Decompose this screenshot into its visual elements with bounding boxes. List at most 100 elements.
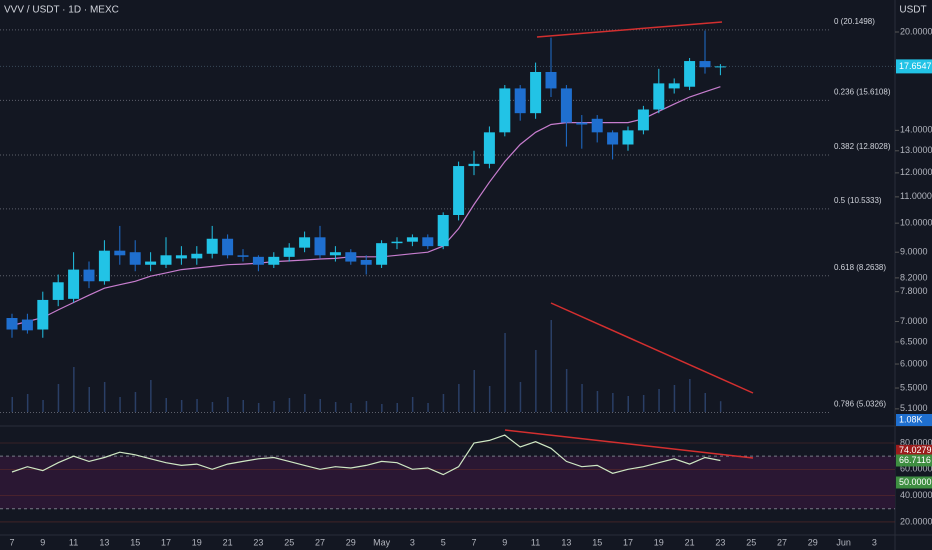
candle-body (160, 255, 172, 265)
candle-body (252, 256, 264, 265)
rsi-tick-label: 80.0000 (900, 437, 932, 447)
y-tick-label: 10.0000 (900, 218, 932, 228)
volume-bar (719, 401, 722, 412)
volume-bar (273, 401, 275, 412)
rsi-badge (896, 444, 932, 457)
candle-body (422, 237, 434, 247)
trendline (550, 302, 754, 394)
candle-body (191, 253, 203, 259)
volume-bar (119, 397, 121, 412)
candle-body (98, 250, 110, 282)
candle-body (6, 317, 18, 330)
volume-badge (896, 414, 932, 426)
candle-body (684, 61, 696, 87)
volume-bar (365, 401, 368, 412)
y-tick-label: 14.0000 (900, 125, 932, 135)
rsi-band (0, 456, 895, 509)
y-tick-label: 11.0000 (900, 191, 932, 201)
volume-bar (257, 403, 260, 412)
candle-body (299, 237, 311, 248)
volume-bar (11, 397, 13, 412)
rsi-tick-label: 40.0000 (900, 490, 932, 500)
y-tick-label: 6.5000 (900, 336, 928, 346)
volume-bar (689, 379, 691, 412)
plot: 20.0000 14.0000 13.0000 12.0000 11.0000 10.00… (0, 17, 932, 547)
x-tick-label: Jun (836, 537, 851, 547)
volume-bar (103, 382, 106, 412)
candle-body (21, 319, 33, 331)
trendline (504, 429, 754, 459)
volume-bar (565, 369, 568, 412)
volume-bar (673, 385, 676, 412)
candle-body (345, 252, 357, 262)
candle-body (37, 299, 49, 330)
last-price-label: 17.6547 (899, 61, 932, 71)
volume-bar (334, 402, 337, 412)
rsi-badge-label: 50.0000 (899, 477, 932, 487)
rsi-badge-label: 74.0279 (899, 445, 932, 455)
candle-body (499, 88, 511, 133)
rsi-line (11, 434, 721, 476)
volume-bar (596, 391, 599, 412)
y-tick-label: 8.2000 (900, 272, 928, 282)
candle-body (637, 109, 649, 131)
volume-bar (473, 370, 475, 412)
volume-bar (150, 380, 152, 412)
volume-bar (319, 399, 321, 412)
rsi-badge (896, 476, 932, 489)
volume-label: 1.08K (899, 414, 923, 424)
x-tick-label: 17 (623, 537, 633, 547)
candle-body (545, 71, 557, 89)
fib-label: 0.5 (10.5333) (834, 196, 882, 205)
candle-body (129, 252, 141, 265)
x-tick-label: 25 (746, 537, 756, 547)
candle-body (114, 250, 126, 256)
volume-bar (519, 382, 522, 412)
volume-bar (288, 398, 291, 412)
fib-label: 0.786 (5.0326) (834, 400, 886, 409)
y-tick-label: 13.0000 (900, 145, 932, 155)
volume-bar (26, 394, 29, 412)
last-price-badge (896, 59, 932, 74)
volume-bar (381, 404, 383, 412)
x-tick-label: 11 (69, 537, 78, 547)
x-tick-label: 27 (777, 537, 787, 547)
volume-bar (165, 398, 167, 412)
fib-label: 0.382 (12.8028) (834, 142, 891, 151)
volume-bar (427, 403, 429, 412)
rsi-badge (896, 454, 932, 467)
candle-body (175, 255, 187, 259)
x-tick-label: 7 (471, 537, 476, 547)
volume-bar (550, 320, 552, 412)
x-tick-label: 3 (872, 537, 877, 547)
candle-body (607, 132, 619, 145)
volume-bar (504, 333, 506, 412)
x-tick-label: 27 (315, 537, 325, 547)
y-tick-label: 5.5000 (900, 382, 928, 392)
volume-bar (304, 394, 306, 412)
candle-body (206, 238, 218, 254)
x-tick-label: 23 (253, 537, 263, 547)
candle-body (576, 122, 588, 125)
volume-bar (627, 396, 629, 412)
rsi-badge-label: 66.7116 (899, 455, 931, 465)
candle-body (437, 215, 449, 247)
candle-body (514, 88, 526, 114)
y-tick-label: 6.0000 (900, 358, 928, 368)
volume-bar (642, 395, 645, 412)
x-tick-label: 13 (99, 537, 109, 547)
candle-body (699, 61, 711, 68)
candle-body (283, 247, 295, 257)
candle-body (314, 237, 326, 256)
candle-body (530, 71, 542, 114)
candle-body (329, 252, 341, 256)
chart-title: VVV / USDT · 1D · MEXC (4, 5, 119, 16)
x-tick-label: 19 (192, 537, 202, 547)
volume-bar (211, 402, 214, 412)
x-tick-label: 11 (531, 537, 540, 547)
volume-bar (704, 393, 706, 412)
y-tick-label: 9.0000 (900, 247, 928, 257)
rsi-tick-label: 20.0000 (900, 516, 932, 526)
candle-body (622, 130, 634, 145)
